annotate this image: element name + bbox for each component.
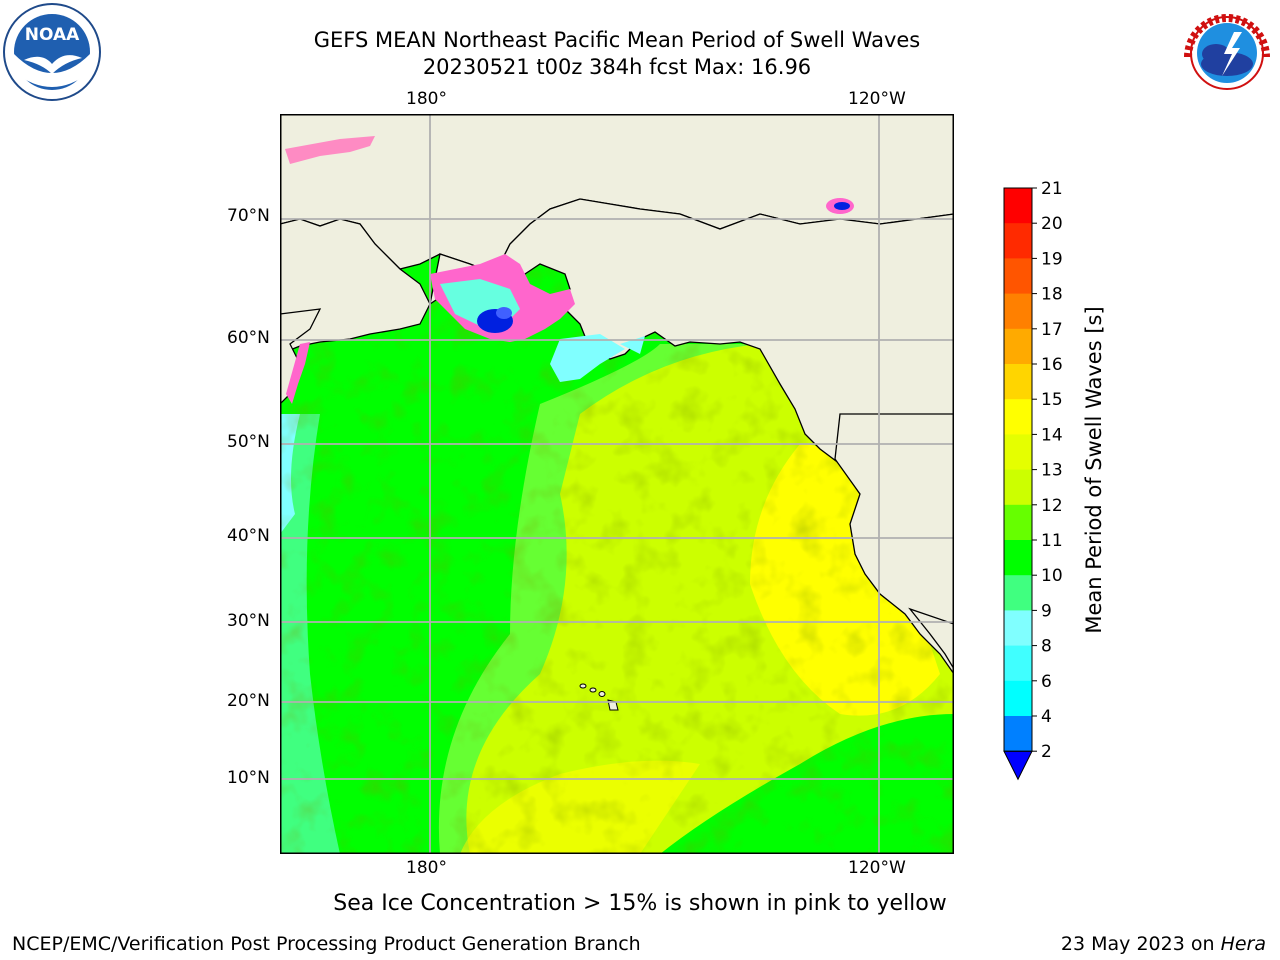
colorbar-tick-label: 10 [1041, 566, 1063, 586]
lat-label-20n: 20°N [227, 691, 270, 711]
sea-ice-notice: Sea Ice Concentration > 15% is shown in … [333, 891, 947, 916]
colorbar-tick-label: 15 [1041, 390, 1063, 410]
colorbar-segment [1004, 434, 1032, 471]
colorbar-tick-label: 19 [1041, 249, 1063, 269]
footer-date: 23 May 2023 on Hera [1061, 933, 1266, 955]
colorbar-segment [1004, 645, 1032, 682]
nws-logo [1176, 2, 1278, 104]
colorbar-tick-label: 9 [1041, 601, 1052, 621]
sea-ice-overlay [285, 136, 854, 404]
footer-credit: NCEP/EMC/Verification Post Processing Pr… [12, 933, 641, 955]
lon-label-top-180: 180° [406, 89, 447, 109]
footer-host: Hera [1220, 933, 1266, 955]
map-subtitle: 20230521 t00z 384h fcst Max: 16.96 [422, 55, 812, 79]
colorbar-segment [1004, 258, 1032, 295]
lat-label-30n: 30°N [227, 611, 270, 631]
colorbar-tick-label: 17 [1041, 320, 1063, 340]
colorbar: 21 20 19 18 17 16 15 14 13 12 11 10 9 8 6 4 2 [990, 179, 1110, 790]
colorbar-segment [1004, 293, 1032, 330]
colorbar-segment [1004, 364, 1032, 400]
colorbar-tick-label: 14 [1041, 425, 1063, 445]
lat-label-40n: 40°N [227, 526, 270, 546]
colorbar-tick-label: 16 [1041, 355, 1063, 375]
colorbar-tick-label: 6 [1041, 672, 1052, 692]
lat-label-10n: 10°N [227, 768, 270, 788]
graticule [280, 114, 954, 854]
colorbar-tick-label: 2 [1041, 742, 1052, 762]
colorbar-segment [1004, 716, 1032, 752]
colorbar-segment [1004, 223, 1032, 259]
colorbar-tick-label: 21 [1041, 180, 1063, 199]
lon-label-bottom-120w: 120°W [848, 858, 906, 878]
colorbar-segment [1004, 680, 1032, 717]
colorbar-extend-arrow [1003, 750, 1033, 781]
noaa-logo: NOAA [2, 2, 102, 102]
colorbar-segment [1004, 469, 1032, 506]
colorbar-tick-label: 20 [1041, 214, 1063, 234]
colorbar-segment [1004, 575, 1032, 611]
colorbar-tick-label: 8 [1041, 637, 1052, 657]
footer-date-text: 23 May 2023 on [1060, 933, 1221, 955]
svg-text:NOAA: NOAA [25, 25, 80, 45]
colorbar-tick-label: 4 [1041, 707, 1052, 727]
lon-label-bottom-180: 180° [406, 858, 447, 878]
colorbar-segment [1004, 188, 1032, 224]
colorbar-segment [1004, 328, 1032, 365]
colorbar-segment [1004, 504, 1032, 541]
colorbar-tick-label: 18 [1041, 285, 1063, 305]
land-north-america [834, 413, 955, 677]
swell-period-map [279, 113, 955, 854]
colorbar-tick-label: 12 [1041, 496, 1063, 516]
lat-label-70n: 70°N [227, 206, 270, 226]
lon-label-top-120w: 120°W [848, 89, 906, 109]
colorbar-tick-label: 11 [1041, 531, 1063, 551]
lat-label-60n: 60°N [227, 328, 270, 348]
colorbar-segment [1004, 540, 1032, 576]
lat-label-50n: 50°N [227, 432, 270, 452]
colorbar-label: Mean Period of Swell Waves [s] [1082, 306, 1106, 634]
map-title: GEFS MEAN Northeast Pacific Mean Period … [313, 28, 921, 52]
colorbar-segment [1004, 399, 1032, 435]
colorbar-tick-label: 13 [1041, 461, 1063, 481]
colorbar-segment [1004, 610, 1032, 647]
